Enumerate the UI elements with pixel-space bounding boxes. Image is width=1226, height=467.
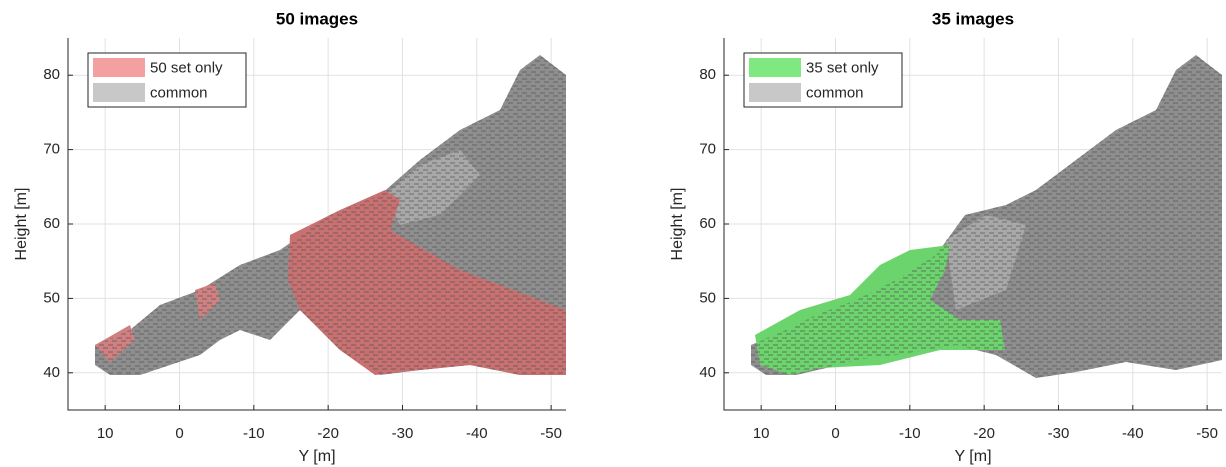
y-axis-label: Height [m] (669, 188, 686, 261)
y-tick-label: 70 (699, 141, 716, 158)
y-tick-label: 80 (699, 66, 716, 83)
legend-label: common (806, 84, 864, 101)
x-tick-label: -20 (317, 425, 339, 442)
x-tick-label: -40 (466, 425, 488, 442)
x-axis-label: Y [m] (298, 448, 335, 465)
x-tick-label: -40 (1122, 425, 1144, 442)
x-tick-label: 0 (175, 425, 183, 442)
y-tick-label: 50 (43, 289, 60, 306)
legend-label: 35 set only (806, 59, 879, 76)
y-axis-label: Height [m] (13, 188, 30, 261)
x-tick-label: 10 (97, 425, 114, 442)
x-tick-label: -30 (1048, 425, 1070, 442)
y-tick-label: 40 (699, 364, 716, 381)
x-axis-label: Y [m] (954, 448, 991, 465)
x-tick-label: -20 (973, 425, 995, 442)
legend-swatch (93, 83, 145, 102)
x-tick-label: -50 (1196, 425, 1218, 442)
axis-line (723, 38, 1222, 411)
voxel-shapes (751, 55, 1222, 378)
x-tick-label: -10 (243, 425, 265, 442)
x-tick-label: 0 (831, 425, 839, 442)
y-tick-label: 50 (699, 289, 716, 306)
voxel-shapes (95, 55, 566, 375)
x-tick-label: 10 (753, 425, 770, 442)
texture (95, 55, 566, 375)
x-tick-label: -10 (899, 425, 921, 442)
texture (751, 55, 1222, 378)
axis-line (67, 38, 566, 411)
y-tick-label: 80 (43, 66, 60, 83)
x-tick-label: -30 (392, 425, 414, 442)
y-tick-label: 70 (43, 141, 60, 158)
legend-swatch (93, 58, 145, 77)
chart-title: 50 images (276, 9, 358, 28)
legend-label: common (150, 84, 208, 101)
legend-label: 50 set only (150, 59, 223, 76)
legend-swatch (749, 58, 801, 77)
x-tick-label: -50 (540, 425, 562, 442)
chart-title: 35 images (932, 9, 1014, 28)
y-tick-label: 60 (43, 215, 60, 232)
y-tick-label: 40 (43, 364, 60, 381)
y-tick-label: 60 (699, 215, 716, 232)
legend-swatch (749, 83, 801, 102)
